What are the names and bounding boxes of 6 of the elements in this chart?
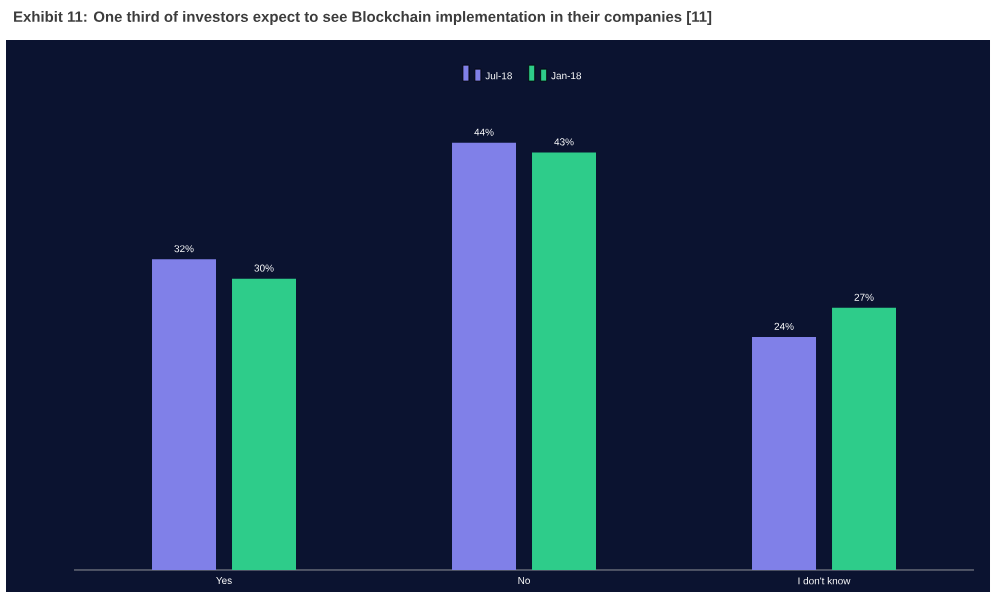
bar	[452, 142, 517, 570]
bar	[832, 307, 897, 570]
bar	[752, 336, 817, 570]
bar	[232, 278, 297, 570]
bar	[532, 152, 597, 570]
bar	[152, 259, 217, 570]
